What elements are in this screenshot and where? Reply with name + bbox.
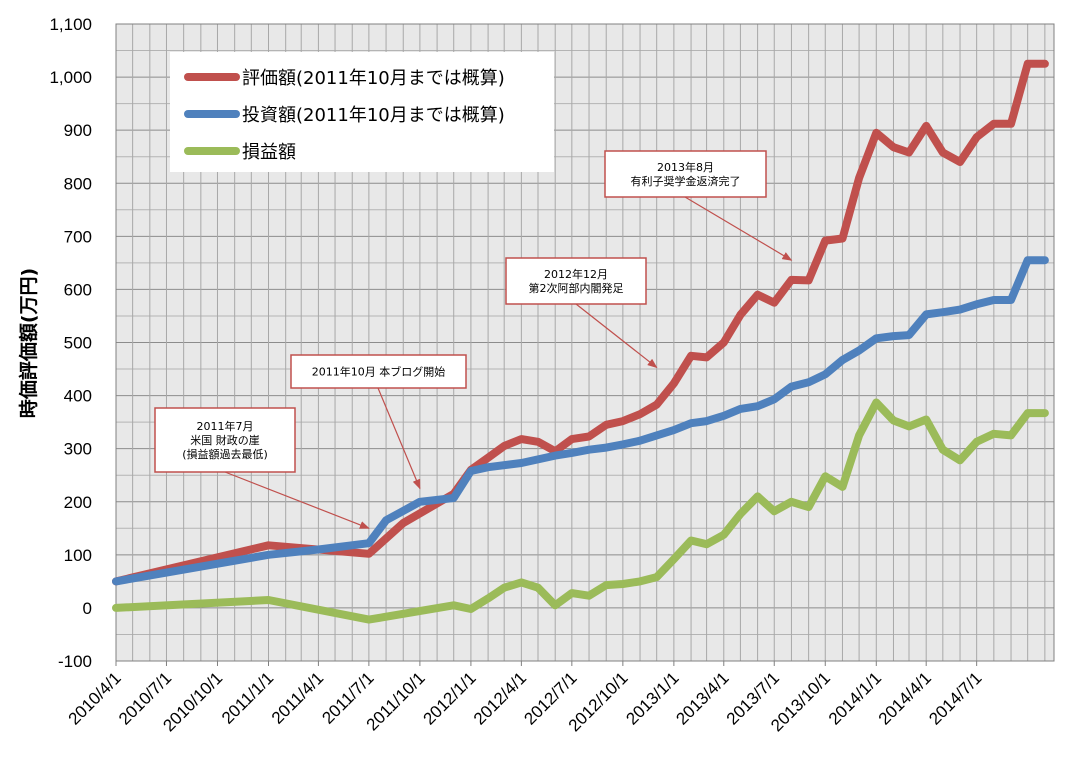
legend-label: 評価額(2011年10月までは概算) — [242, 68, 505, 89]
annotation-text: 2011年10月 本ブログ開始 — [312, 365, 446, 379]
plot-border — [115, 23, 1055, 662]
y-tick-label: 700 — [64, 227, 92, 246]
annotation-box — [290, 354, 467, 389]
annotation-text: 2011年7月 — [197, 419, 254, 433]
legend-label: 損益額 — [242, 142, 296, 163]
annotation-text: 米国 財政の崖 — [190, 433, 260, 447]
series-lines — [112, 59, 1049, 624]
y-axis-label: 時価評価額(万円) — [17, 268, 40, 418]
y-tick-label: 1,000 — [49, 68, 92, 87]
annotation-text: 2012年12月 — [544, 267, 608, 281]
annotation-arrow — [684, 196, 793, 261]
y-tick-label: 900 — [64, 121, 92, 140]
y-tick-label: 0 — [83, 599, 92, 618]
series-line — [112, 256, 1049, 586]
annotation-text: 2013年8月 — [657, 160, 714, 174]
annotation-box — [604, 150, 767, 198]
annotation-box — [154, 407, 296, 473]
annotation-box — [505, 257, 647, 305]
y-tick-label: 300 — [64, 440, 92, 459]
y-tick-label: 200 — [64, 493, 92, 512]
y-tick-label: -100 — [58, 652, 92, 671]
y-tick-label: 100 — [64, 546, 92, 565]
y-tick-label: 600 — [64, 280, 92, 299]
y-tick-label: 1,100 — [49, 15, 92, 34]
series-line — [112, 59, 1049, 586]
annotation-text: 第2次阿部内閣発足 — [529, 281, 624, 295]
y-axis-ticks: -100 0 100 200 300 400 500 600 700 800 900 1,000 1,1… — [49, 15, 92, 671]
legend-label: 投資額(2011年10月までは概算) — [242, 105, 505, 126]
y-tick-label: 400 — [64, 387, 92, 406]
y-tick-label: 800 — [64, 174, 92, 193]
annotation-text: 有利子奨学金返済完了 — [631, 174, 741, 188]
annotation-arrow — [575, 303, 658, 369]
y-tick-label: 500 — [64, 334, 92, 353]
annotation-arrow — [224, 471, 370, 529]
annotation-text: (損益額過去最低) — [182, 447, 268, 461]
legend: 評価額(2011年10月までは概算) 投資額(2011年10月までは概算) 損益額 — [170, 52, 554, 172]
annotation-arrow — [377, 387, 421, 490]
series-line — [112, 398, 1049, 624]
